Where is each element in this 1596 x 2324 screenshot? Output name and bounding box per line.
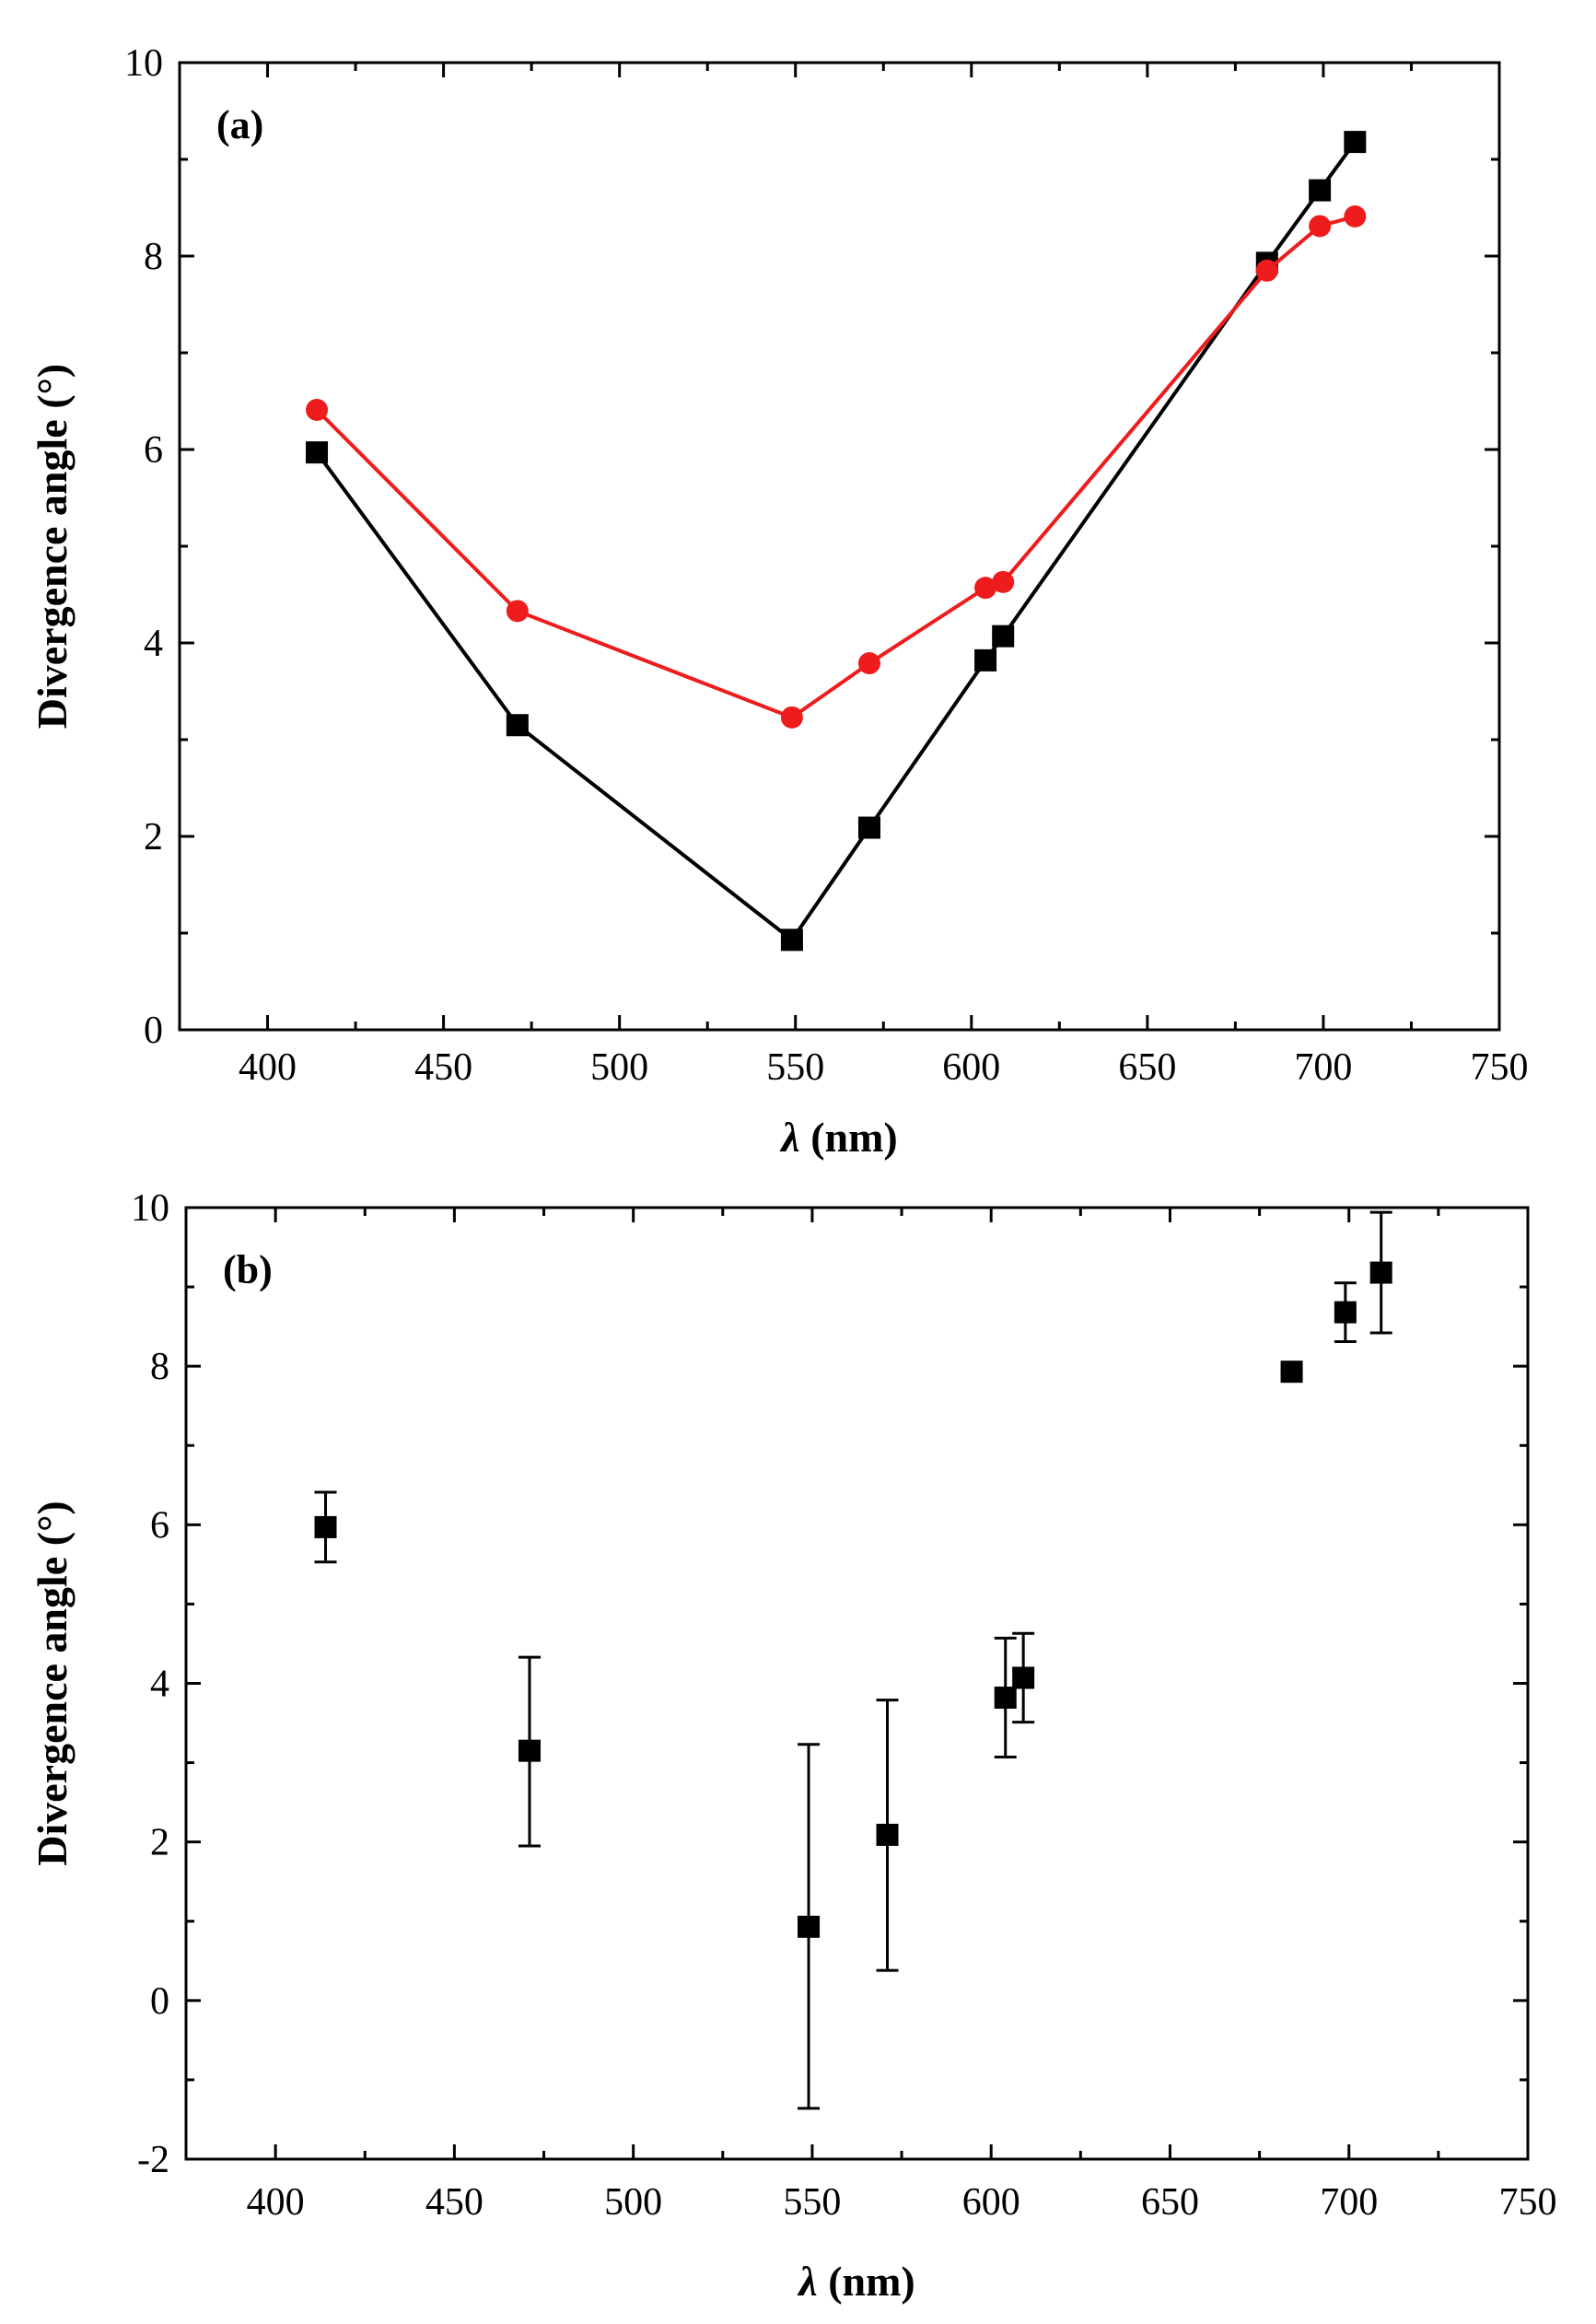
data-point (518, 1739, 541, 1762)
panel-label: (b) (223, 1247, 273, 1292)
x-tick-label: 700 (1294, 1046, 1352, 1089)
y-tick-label: 0 (144, 1010, 163, 1052)
data-point (974, 648, 997, 672)
x-axis-unit: (nm) (818, 2258, 915, 2305)
y-tick-label: 8 (150, 1346, 169, 1388)
data-point (1344, 204, 1367, 228)
plot-frame (184, 1206, 1530, 2161)
y-axis-title: Divergence angle (°) (29, 1501, 76, 1865)
data-point (974, 577, 997, 600)
x-tick-label: 550 (783, 2181, 841, 2224)
y-tick-label: 4 (144, 623, 163, 665)
x-tick-label: 650 (1118, 1046, 1176, 1089)
panel-label: (a) (216, 102, 263, 147)
y-tick-label: -2 (137, 2139, 169, 2181)
data-point (1012, 1666, 1035, 1689)
y-tick-label: 6 (144, 429, 163, 472)
data-point (306, 398, 329, 421)
data-point (992, 625, 1015, 648)
y-axis-title: Divergence angle (°) (29, 364, 76, 729)
data-point (857, 816, 880, 839)
panel-a: 400 450 500 550 600 650 700 750 0 2 4 6 8 10 λ (nm) Div… (29, 42, 1529, 1161)
data-point (857, 652, 880, 675)
y-tick-label: 4 (150, 1664, 169, 1706)
y-tick-label: 8 (144, 236, 163, 278)
plot-frame (178, 61, 1501, 1032)
series-red-circles (306, 204, 1367, 729)
data-point (1369, 1261, 1392, 1284)
data-point (798, 1915, 821, 1938)
x-tick-label: 750 (1471, 1046, 1529, 1089)
series-black-squares-with-error (314, 1210, 1392, 2110)
panel-b: 400 450 500 550 600 650 700 750 -2 0 2 4 6 8 10 λ (nm) D… (29, 1187, 1557, 2305)
data-point (1255, 259, 1278, 282)
x-tick-label: 450 (425, 2181, 483, 2224)
x-tick-label: 550 (766, 1046, 824, 1089)
series-black-squares (306, 131, 1367, 952)
y-tick-label: 10 (124, 42, 163, 85)
x-tick-label: 400 (239, 1046, 297, 1089)
data-point (1334, 1301, 1357, 1324)
data-point (1309, 179, 1332, 202)
series-line (315, 215, 1356, 720)
x-tick-label: 750 (1499, 2181, 1557, 2224)
data-point (506, 600, 529, 623)
x-axis-symbol: λ (797, 2258, 817, 2305)
data-point (1309, 215, 1332, 238)
x-axis-title: λ (nm) (797, 2258, 914, 2305)
data-point (780, 928, 803, 952)
data-point (992, 570, 1015, 593)
x-tick-label: 600 (942, 1046, 1000, 1089)
x-tick-label: 450 (414, 1046, 472, 1089)
data-point (994, 1686, 1017, 1709)
x-axis-symbol: λ (779, 1114, 799, 1161)
data-point (506, 714, 529, 737)
y-tick-label: 2 (150, 1822, 169, 1864)
y-tick-label: 0 (150, 1980, 169, 2023)
data-point (1344, 131, 1367, 154)
x-tick-label: 400 (247, 2181, 305, 2224)
x-tick-label: 600 (962, 2181, 1020, 2224)
y-tick-label: 6 (150, 1504, 169, 1547)
x-tick-label: 500 (590, 1046, 648, 1089)
data-point (314, 1515, 337, 1538)
data-point (1280, 1361, 1303, 1384)
x-tick-label: 650 (1141, 2181, 1199, 2224)
data-point (306, 441, 329, 464)
x-axis-unit: (nm) (800, 1114, 898, 1161)
y-tick-label: 10 (131, 1187, 169, 1230)
series-line (315, 140, 1357, 943)
x-axis-title: λ (nm) (779, 1114, 897, 1161)
data-point (780, 706, 803, 729)
data-point (876, 1823, 899, 1846)
x-tick-label: 500 (604, 2181, 662, 2224)
y-tick-label: 2 (144, 816, 163, 858)
x-tick-label: 700 (1320, 2181, 1378, 2224)
